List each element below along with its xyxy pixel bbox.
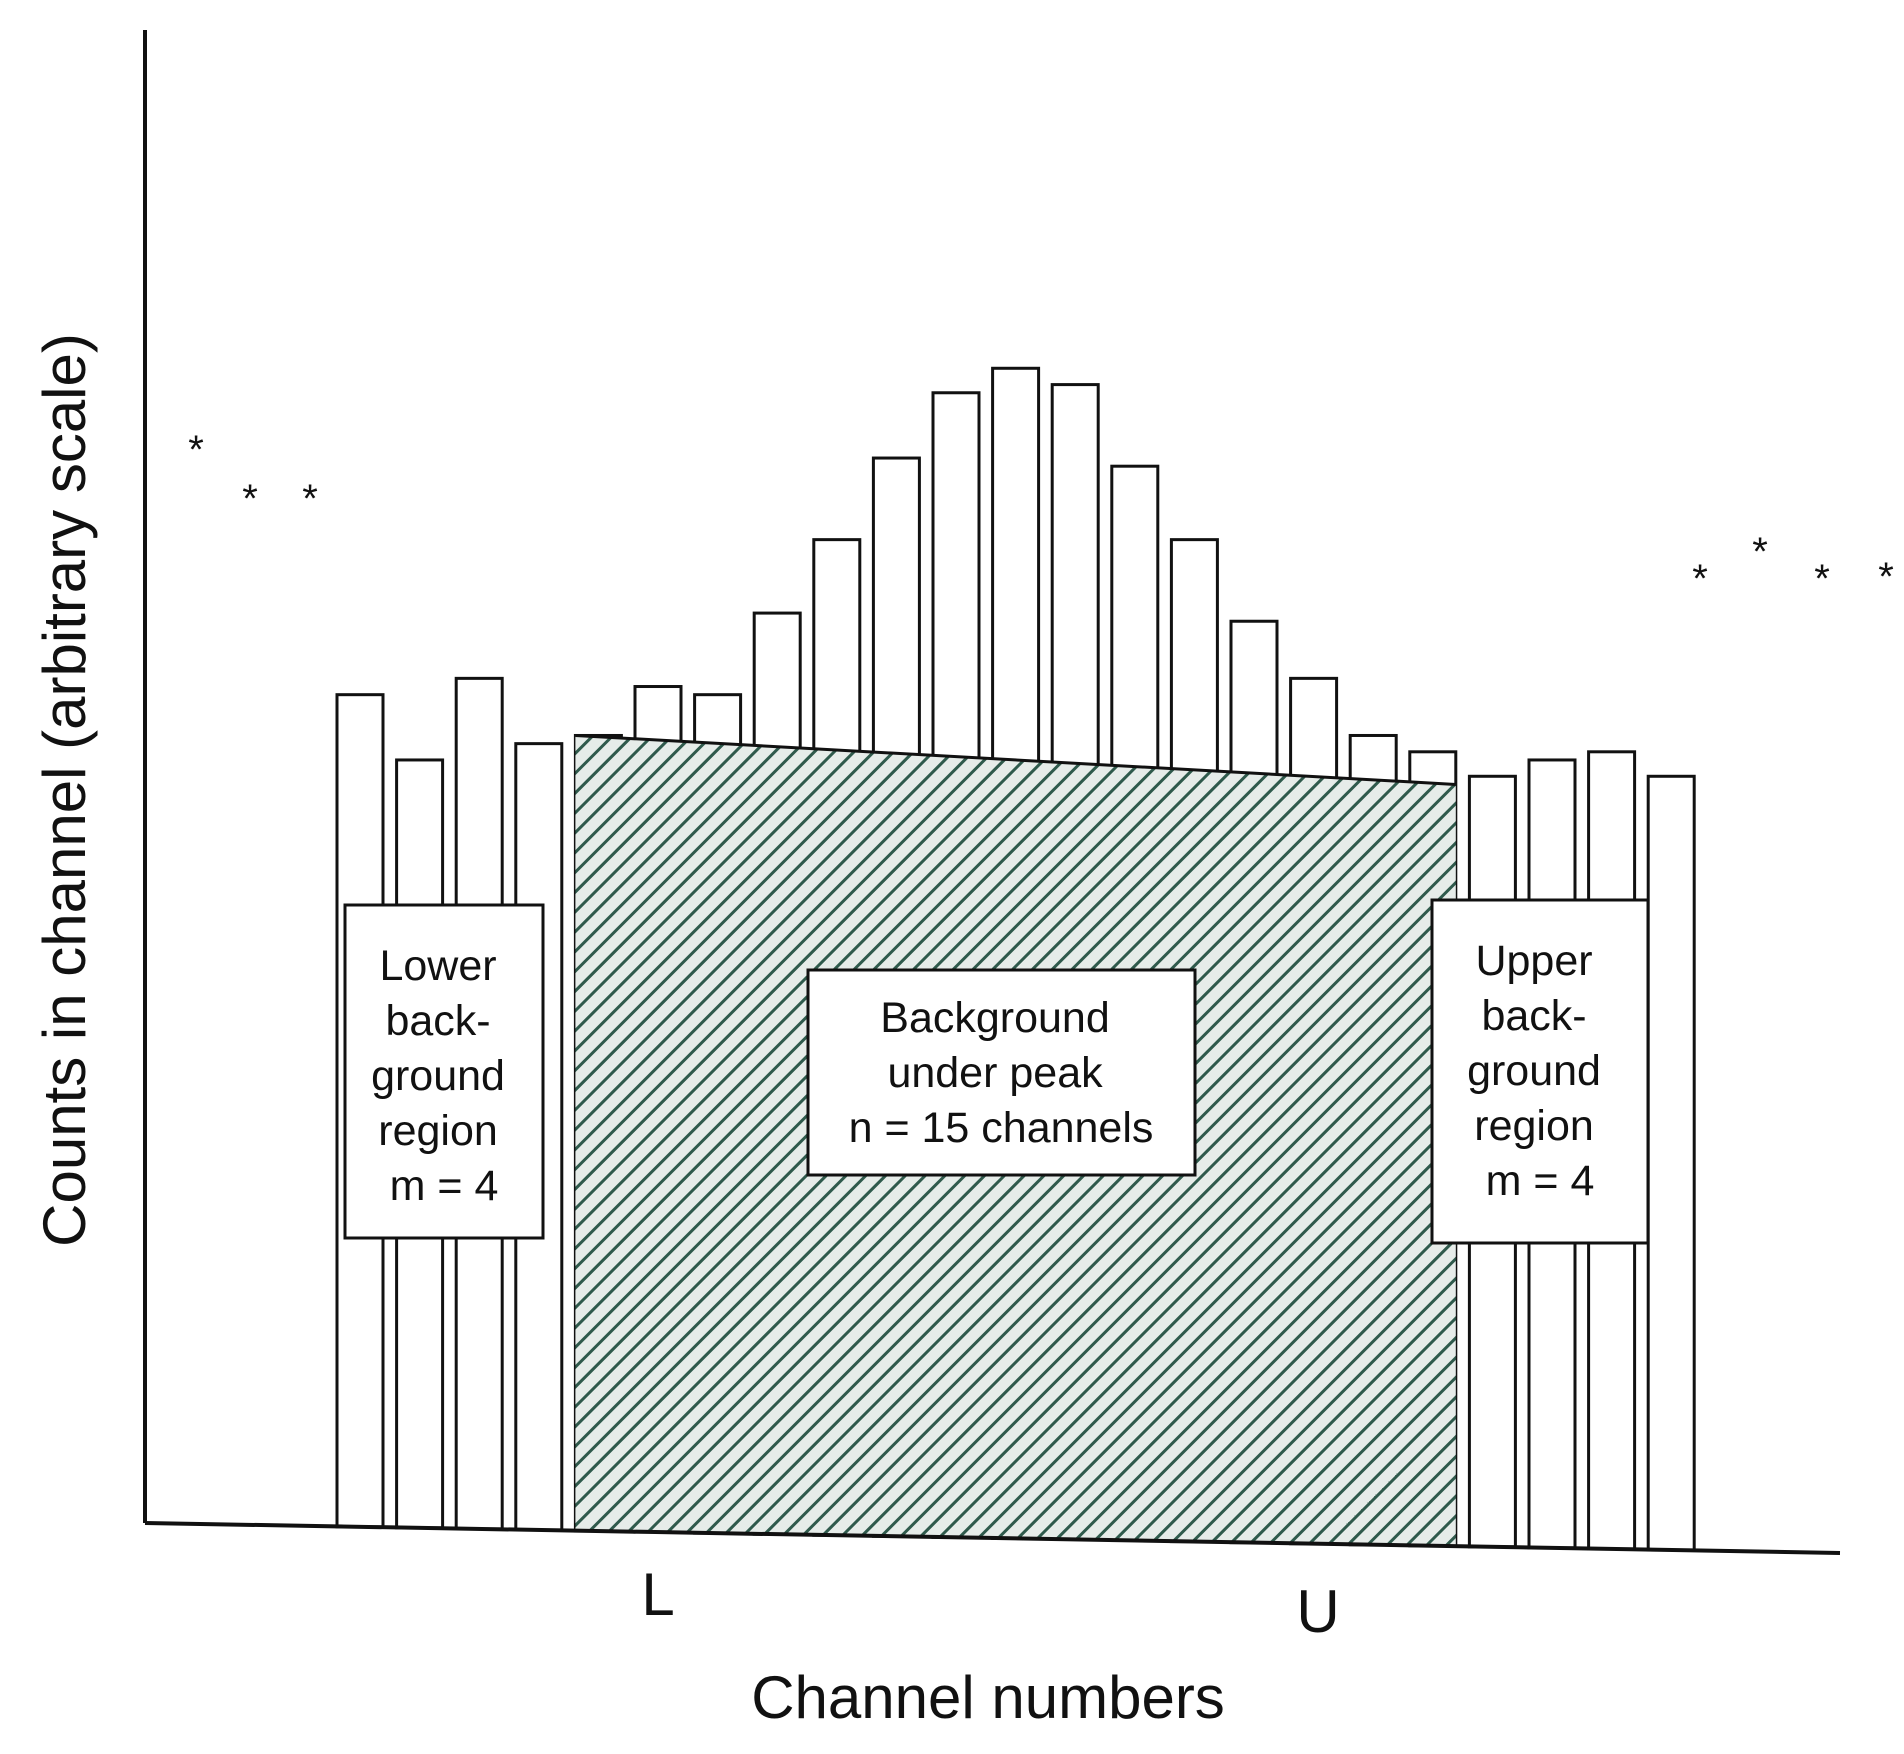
peak-box-line-3: n = 15 channels [849,1104,1154,1152]
upper-box-line-2: back- [1481,992,1586,1040]
upper-box-line-4: region [1474,1102,1594,1150]
upper-box-line-1: Upper [1475,937,1592,985]
lower-box-line-3: ground [371,1052,505,1100]
star-marker-5: * [1752,530,1768,574]
star-marker-4: * [1692,557,1708,601]
star-marker-7: * [1878,555,1894,599]
star-marker-1: * [188,428,204,472]
svg-text:Background under peak: Background under peak n = 15 channels [849,994,1154,1152]
lower-background-box: Lower back- ground region m = 4 [343,903,545,1240]
peak-box-line-2: under peak [887,1049,1103,1097]
star-markers: * * * * * * * [188,428,1894,601]
x-axis-label: Channel numbers [751,1664,1225,1731]
upper-box-line-3: ground [1467,1047,1601,1095]
upper-box-line-5: m = 4 [1486,1157,1595,1205]
lower-box-line-2: back- [385,997,490,1045]
peak-box-line-1: Background [880,994,1110,1042]
lower-box-line-4: region [378,1107,498,1155]
star-marker-3: * [302,477,318,521]
bar-channel-23 [1646,774,1696,1552]
star-marker-6: * [1814,557,1830,601]
lower-box-line-1: Lower [379,942,496,990]
y-axis-label: Counts in channel (arbitrary scale) [31,333,98,1247]
background-under-peak-box: Background under peak n = 15 channels [806,968,1197,1177]
svg-text:Upper back- ground: Upper back- ground region m = 4 [1467,937,1613,1205]
upper-background-box: Upper back- ground region m = 4 [1430,898,1650,1245]
star-marker-2: * [242,477,258,521]
tick-label-l: L [641,1561,674,1628]
background-estimate-line [575,733,1456,786]
x-axis [144,1521,1841,1555]
svg-text:Lower back- ground: Lower back- ground region m = 4 [371,942,517,1210]
lower-box-line-5: m = 4 [390,1162,499,1210]
tick-label-u: U [1296,1578,1339,1645]
